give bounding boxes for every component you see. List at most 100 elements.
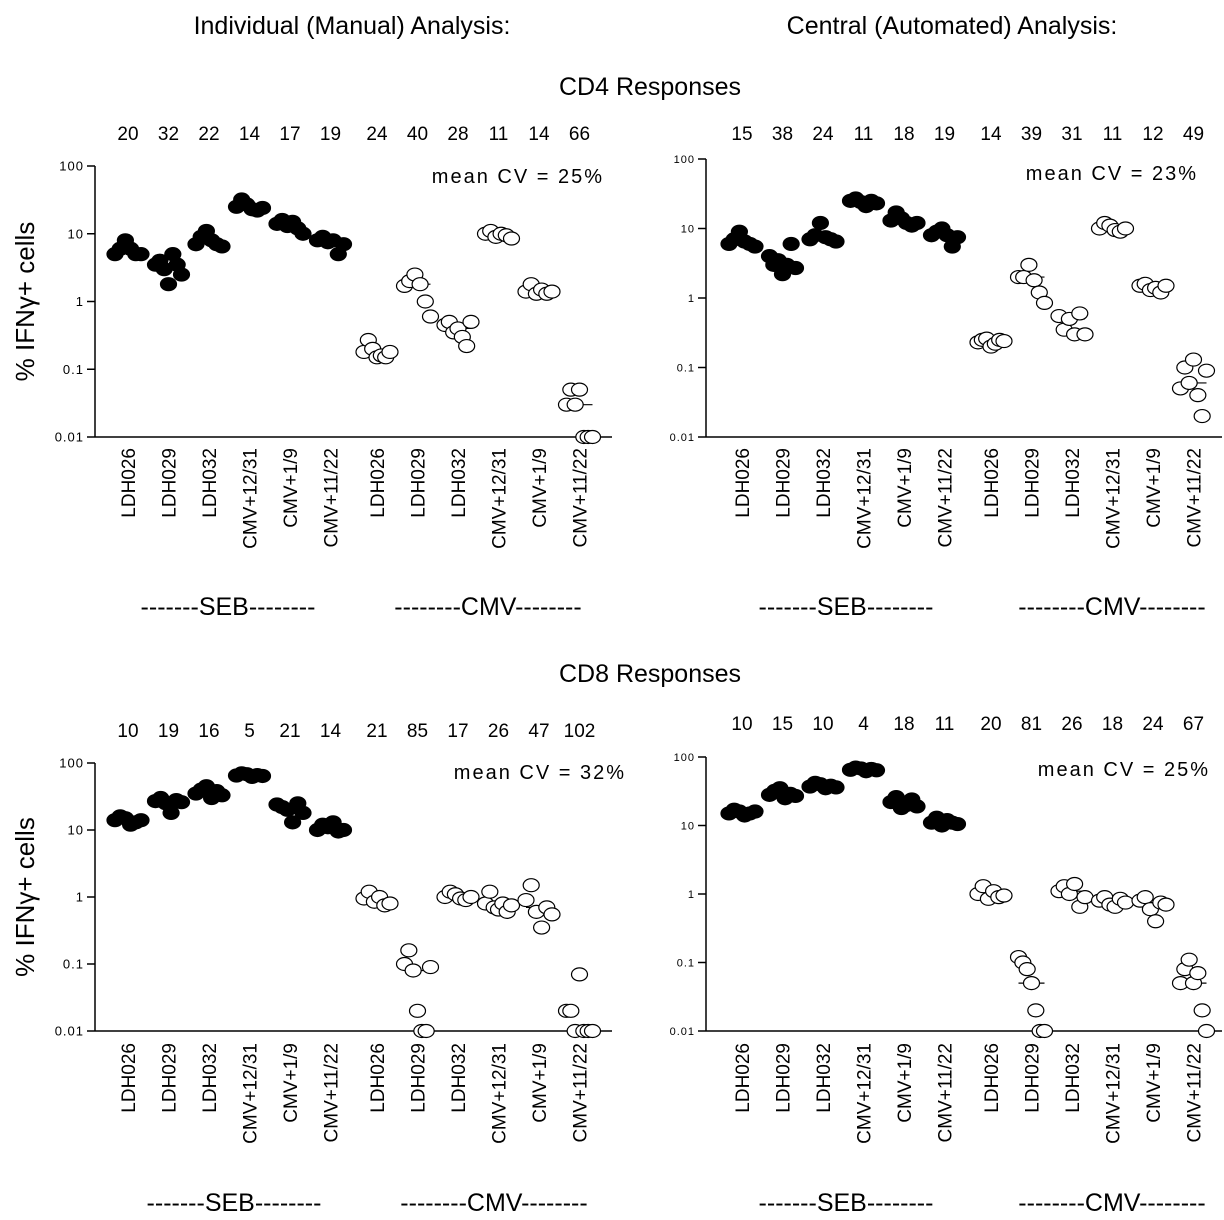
cv-value: 12 [1142, 124, 1163, 145]
y-tick-label: 100 [674, 752, 695, 764]
cv-value: 20 [980, 714, 1001, 735]
open-data-point [1180, 375, 1198, 391]
cv-value: 22 [198, 124, 219, 145]
open-data-point [583, 429, 602, 445]
cv-value: 28 [447, 124, 468, 145]
open-data-point [481, 884, 499, 899]
category-label: LDH032 [449, 448, 470, 518]
y-tick-label: 100 [59, 756, 84, 771]
filled-data-point [294, 226, 312, 241]
filled-data-point [253, 768, 272, 784]
cv-value: 32 [158, 124, 179, 145]
open-data-point [1116, 221, 1135, 236]
cv-value: 17 [279, 124, 300, 145]
category-label: CMV+11/22 [1185, 1043, 1206, 1142]
category-label: CMV+12/31 [1104, 448, 1125, 549]
cv-value: 11 [854, 124, 874, 145]
category-label: CMV+11/22 [936, 1043, 957, 1142]
open-data-point [1065, 876, 1084, 892]
open-data-point [1025, 273, 1043, 288]
cv-value: 5 [244, 721, 255, 742]
category-label: CMV+12/31 [855, 448, 876, 549]
cmv-group-label: --------CMV-------- [1018, 593, 1205, 621]
cv-value: 15 [731, 124, 752, 145]
open-data-point [1035, 295, 1054, 311]
y-tick-label: 10 [68, 226, 84, 241]
filled-data-point [811, 215, 830, 231]
mean-cv-annotation: mean CV = 23% [1026, 163, 1198, 185]
y-tick-label: 0.1 [63, 957, 84, 972]
cv-value: 11 [489, 124, 509, 145]
filled-data-point [867, 763, 886, 778]
panel-2: 100 10 1 0.1 0.01 % IFNγ+ cells 10 19 16 5 21 14 21 8… [10, 721, 624, 1217]
filled-data-point [162, 805, 180, 820]
open-data-point [1076, 890, 1094, 905]
y-tick-label: 1 [76, 294, 84, 309]
open-data-point [1157, 897, 1175, 912]
y-tick-label: 1 [688, 889, 695, 901]
cv-value: 19 [320, 124, 341, 145]
cv-value: 66 [569, 124, 590, 145]
cd8-heading: CD8 Responses [559, 660, 741, 688]
category-label: CMV+1/9 [281, 448, 302, 528]
category-label: LDH032 [814, 1043, 835, 1113]
cv-value: 26 [488, 721, 509, 742]
cv-value: 81 [1021, 714, 1042, 735]
category-label: LDH029 [1023, 448, 1044, 518]
y-tick-label: 10 [681, 223, 695, 235]
category-label: CMV+12/31 [490, 1043, 511, 1144]
open-data-point [1022, 976, 1041, 991]
filled-data-point [172, 267, 191, 282]
y-tick-label: 10 [681, 820, 695, 832]
category-label: CMV+11/22 [1185, 448, 1206, 547]
open-data-point [1027, 1003, 1045, 1018]
category-label: LDH029 [160, 448, 181, 518]
category-label: CMV+1/9 [895, 448, 916, 528]
y-tick-label: 1 [688, 293, 695, 305]
open-data-point [1197, 363, 1216, 378]
category-label: CMV+1/9 [281, 1043, 302, 1123]
y-tick-label: 10 [68, 823, 84, 838]
cv-value: 102 [564, 721, 596, 742]
cv-value: 38 [772, 124, 793, 145]
category-label: LDH029 [774, 1043, 795, 1113]
category-label: CMV+1/9 [530, 1043, 551, 1123]
open-data-point [1020, 257, 1038, 272]
open-data-point [1197, 1023, 1216, 1039]
open-data-point [570, 382, 589, 397]
right-column-heading: Central (Automated) Analysis: [787, 12, 1118, 40]
y-axis-label: % IFNγ+ cells [10, 222, 40, 382]
y-tick-label: 0.1 [63, 362, 84, 377]
category-label: CMV+1/9 [530, 448, 551, 528]
open-data-point [381, 896, 399, 911]
filled-data-point [948, 816, 967, 832]
cmv-group-label: --------CMV-------- [1018, 1189, 1205, 1217]
y-tick-label: 1 [76, 890, 84, 905]
cv-value: 11 [1103, 124, 1123, 145]
category-label: LDH032 [814, 448, 835, 518]
panel-0: 100 10 1 0.1 0.01 % IFNγ+ cells 20 32 22 14 17 19 24… [10, 124, 612, 621]
filled-data-point [746, 239, 764, 254]
open-data-point [1189, 966, 1207, 981]
y-tick-label: 0.01 [55, 1024, 84, 1039]
open-data-point [1018, 962, 1036, 977]
seb-group-label: -------SEB-------- [759, 593, 934, 621]
category-label: CMV+12/31 [241, 1043, 262, 1144]
open-data-point [1193, 1003, 1211, 1018]
open-data-point [502, 231, 521, 246]
category-label: LDH026 [733, 448, 754, 518]
filled-data-point [948, 230, 967, 245]
filled-data-point [867, 196, 886, 211]
open-data-point [404, 963, 422, 978]
category-label: LDH026 [982, 448, 1003, 518]
filled-data-point [827, 780, 845, 795]
cv-value: 14 [980, 124, 1002, 145]
seb-group-label: -------SEB-------- [147, 1189, 322, 1217]
cv-value: 21 [279, 721, 300, 742]
filled-data-point [786, 788, 805, 804]
cv-value: 14 [320, 721, 342, 742]
open-data-point [1136, 890, 1154, 905]
category-label: LDH032 [449, 1043, 470, 1113]
open-data-point [1184, 352, 1203, 367]
cmv-group-label: --------CMV-------- [400, 1189, 587, 1217]
